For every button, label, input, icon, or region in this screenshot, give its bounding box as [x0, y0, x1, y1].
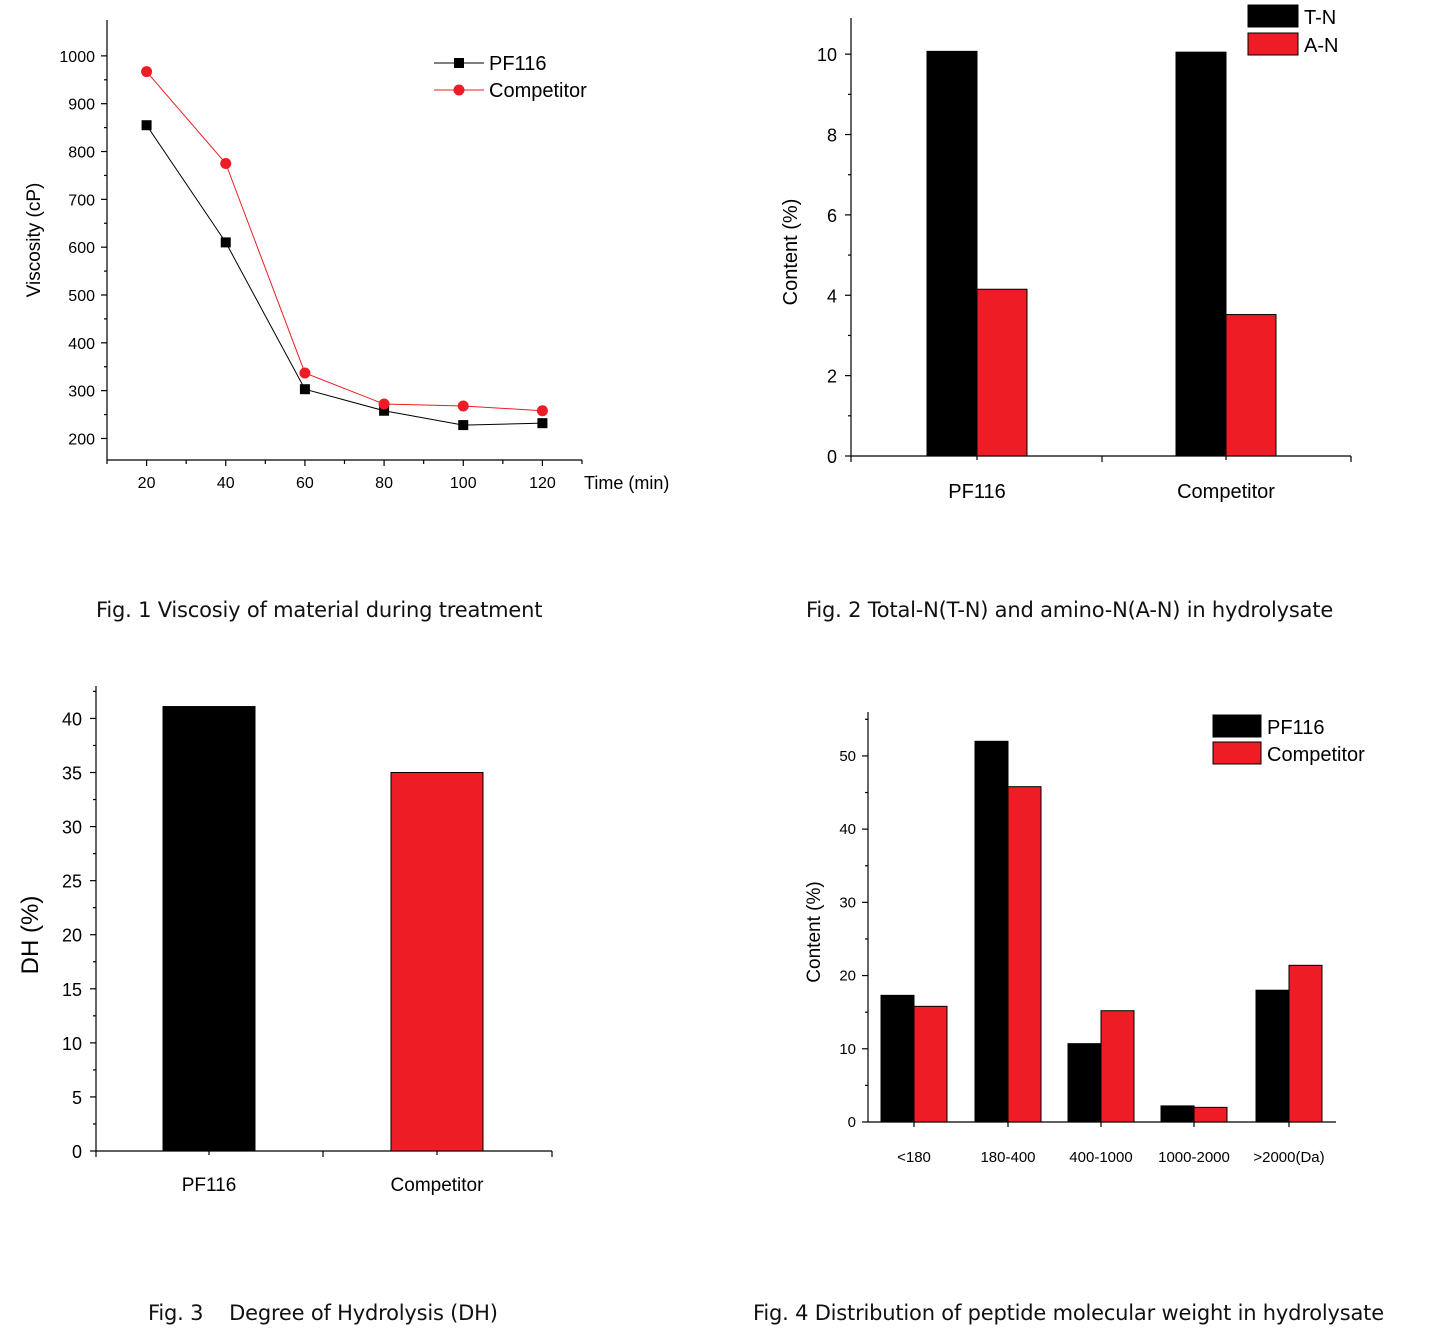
- fig1-y-tick-label: 200: [68, 431, 95, 448]
- fig1-y-tick-label: 400: [68, 336, 95, 353]
- fig1-y-tick-label: 500: [68, 288, 95, 305]
- fig1-point-competitor: [536, 405, 548, 417]
- fig1-y-axis-label: Viscosity (cP): [24, 183, 45, 298]
- fig1-legend-marker: [454, 58, 464, 68]
- fig4-legend-label: PF116: [1267, 717, 1324, 739]
- fig2-bar-t-n: [1175, 51, 1227, 457]
- fig4-legend-swatch: [1212, 741, 1262, 765]
- fig1-legend-label: Competitor: [489, 80, 587, 102]
- fig4-y-tick-label: 50: [839, 748, 856, 765]
- fig1-point-pf116: [220, 237, 231, 248]
- fig4-caption: Fig. 4 Distribution of peptide molecular…: [753, 1301, 1384, 1325]
- fig2-legend-swatch: [1247, 32, 1299, 56]
- fig3-y-tick-label: 40: [62, 709, 82, 729]
- fig4-bar-pf116: [1160, 1105, 1195, 1123]
- fig3-x-tick-label: PF116: [182, 1175, 237, 1196]
- fig1-point-competitor: [299, 367, 311, 379]
- fig1-legend-label: PF116: [489, 53, 546, 75]
- fig4-bar-competitor: [1193, 1106, 1228, 1123]
- fig1-series-line-1: [146, 71, 543, 412]
- fig3-y-axis-label: DH (%): [17, 896, 44, 975]
- fig4-x-tick-label: 180-400: [980, 1149, 1035, 1166]
- fig1-point-pf116: [379, 405, 390, 416]
- fig1-x-tick-label: 60: [296, 475, 314, 492]
- fig1-legend-marker: [453, 84, 465, 96]
- fig1-y-tick-label: 700: [68, 192, 95, 209]
- fig4-y-tick-label: 30: [839, 894, 856, 911]
- fig4-y-tick-label: 20: [839, 968, 856, 985]
- fig1-x-tick-label: 100: [450, 475, 477, 492]
- fig1-x-tick-label: 40: [217, 475, 235, 492]
- fig3-y-tick-label: 30: [62, 818, 82, 838]
- fig2-bar-a-n: [976, 288, 1028, 457]
- fig2-legend-swatch: [1247, 4, 1299, 28]
- fig3-caption: Fig. 3 Degree of Hydrolysis (DH): [148, 1301, 498, 1325]
- fig4-y-tick-label: 0: [848, 1114, 856, 1131]
- fig4-bar-pf116: [974, 740, 1009, 1123]
- fig1-y-tick-label: 1000: [59, 49, 95, 66]
- fig4-bar-pf116: [1255, 989, 1290, 1123]
- fig4-bar-pf116: [1067, 1043, 1102, 1123]
- fig2-y-tick-label: 10: [817, 45, 837, 65]
- fig2-y-tick-label: 2: [827, 367, 837, 387]
- fig1-y-tick-label: 900: [68, 97, 95, 114]
- fig2-x-tick-label: Competitor: [1177, 481, 1275, 503]
- fig3-bar-pf116: [162, 706, 256, 1152]
- fig2-caption: Fig. 2 Total-N(T-N) and amino-N(A-N) in …: [806, 598, 1334, 622]
- fig4-x-tick-label: <180: [897, 1149, 931, 1166]
- fig4-y-tick-label: 10: [839, 1041, 856, 1058]
- fig1-point-pf116: [299, 384, 310, 395]
- fig1-y-tick-label: 800: [68, 145, 95, 162]
- fig2-y-tick-label: 4: [827, 286, 837, 306]
- fig2-y-axis-label: Content (%): [780, 199, 802, 306]
- fig4-bar-competitor: [1288, 964, 1323, 1123]
- fig2-legend-label: T-N: [1304, 7, 1336, 29]
- fig2-x-tick-label: PF116: [948, 481, 1005, 503]
- fig4-bar-competitor: [913, 1005, 948, 1123]
- fig1-x-tick-label: 80: [375, 475, 393, 492]
- fig4-x-tick-label: 1000-2000: [1158, 1149, 1230, 1166]
- fig1-point-pf116: [458, 420, 469, 431]
- fig3-y-tick-label: 20: [62, 926, 82, 946]
- fig4-legend-swatch: [1212, 714, 1262, 738]
- fig1-point-competitor: [457, 400, 469, 412]
- fig3-x-tick-label: Competitor: [391, 1175, 485, 1196]
- fig2-bar-t-n: [926, 50, 978, 457]
- fig4-y-axis-label: Content (%): [804, 881, 825, 982]
- fig1-point-competitor: [141, 66, 153, 78]
- fig2-legend-label: A-N: [1304, 35, 1338, 57]
- fig4-legend-label: Competitor: [1267, 744, 1365, 766]
- fig1-y-tick-label: 300: [68, 384, 95, 401]
- fig2-y-tick-label: 8: [827, 126, 837, 146]
- fig1-point-pf116: [537, 418, 548, 429]
- fig1-x-tick-label: 20: [138, 475, 156, 492]
- fig4-bar-competitor: [1007, 786, 1042, 1123]
- fig3-y-tick-label: 35: [62, 764, 82, 784]
- fig3-y-tick-label: 25: [62, 872, 82, 892]
- fig1-point-pf116: [141, 120, 152, 131]
- fig2-bar-a-n: [1225, 314, 1277, 457]
- fig1-x-tick-label: 120: [529, 475, 556, 492]
- fig1-point-competitor: [220, 157, 232, 169]
- fig1-x-axis-label: Time (min): [584, 473, 669, 493]
- fig3-y-tick-label: 10: [62, 1034, 82, 1054]
- fig4-y-tick-label: 40: [839, 821, 856, 838]
- fig3-y-tick-label: 0: [72, 1142, 82, 1162]
- fig1-series-line-0: [146, 124, 543, 426]
- fig4-x-tick-label: >2000(Da): [1253, 1149, 1324, 1166]
- fig4-bar-pf116: [880, 994, 915, 1123]
- fig1-point-competitor: [378, 398, 390, 410]
- fig3-y-tick-label: 5: [72, 1088, 82, 1108]
- fig3-bar-competitor: [390, 772, 484, 1152]
- fig1-caption: Fig. 1 Viscosiy of material during treat…: [96, 598, 543, 622]
- fig1-y-tick-label: 600: [68, 240, 95, 257]
- fig2-y-tick-label: 6: [827, 206, 837, 226]
- fig4-bar-competitor: [1100, 1010, 1135, 1123]
- fig2-y-tick-label: 0: [827, 447, 837, 467]
- fig3-y-tick-label: 15: [62, 980, 82, 1000]
- fig4-x-tick-label: 400-1000: [1069, 1149, 1132, 1166]
